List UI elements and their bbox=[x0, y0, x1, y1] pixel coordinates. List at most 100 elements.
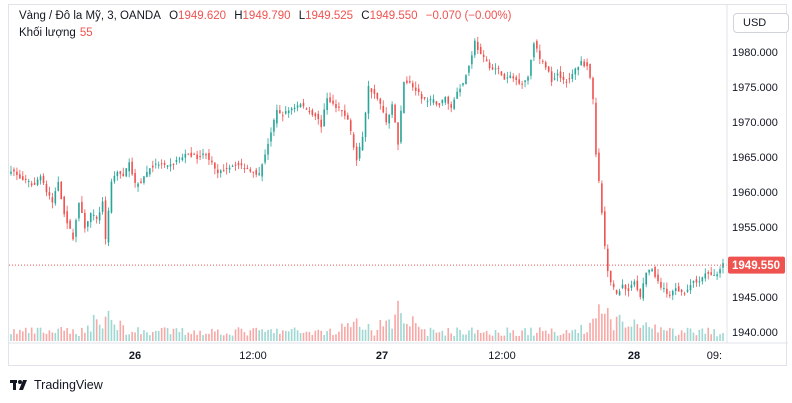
candle-body bbox=[686, 289, 689, 292]
candle-body bbox=[423, 97, 426, 99]
volume-bar bbox=[222, 335, 225, 341]
volume-bar bbox=[606, 307, 609, 341]
candle-body bbox=[154, 163, 157, 165]
candle-body bbox=[630, 284, 633, 288]
volume-layer bbox=[10, 300, 724, 341]
candle-body bbox=[716, 274, 718, 277]
volume-bar bbox=[722, 333, 724, 341]
volume-bar bbox=[98, 324, 101, 341]
volume-bar bbox=[211, 328, 213, 341]
currency-button[interactable]: USD bbox=[733, 13, 789, 33]
candle-body bbox=[172, 163, 175, 165]
candle-body bbox=[234, 164, 237, 166]
volume-bar bbox=[521, 330, 523, 341]
volume-bar bbox=[479, 332, 482, 341]
candle-body bbox=[51, 197, 54, 203]
volume-bar bbox=[160, 328, 163, 341]
volume-bar bbox=[66, 328, 68, 341]
candle-body bbox=[16, 171, 18, 176]
volume-bar bbox=[571, 330, 574, 341]
candle-body bbox=[459, 88, 461, 93]
volume-bar bbox=[494, 329, 497, 341]
volume-bar bbox=[140, 334, 142, 341]
candle-body bbox=[249, 169, 252, 172]
volume-bar bbox=[258, 330, 260, 341]
volume-bar bbox=[311, 334, 314, 341]
volume-bar bbox=[22, 331, 24, 341]
candle-body bbox=[574, 68, 577, 75]
candle-body bbox=[547, 66, 550, 72]
candle-body bbox=[400, 110, 402, 143]
volume-bar bbox=[48, 330, 51, 341]
volume-bar bbox=[228, 334, 231, 341]
volume-bar bbox=[51, 332, 54, 341]
change-value: −0.070 (−0.00%) bbox=[425, 10, 512, 22]
candle-body bbox=[329, 97, 331, 103]
candle-body bbox=[559, 71, 562, 79]
volume-bar bbox=[352, 321, 355, 341]
chart-frame[interactable]: 1940.0001945.0001950.0001955.0001960.000… bbox=[8, 4, 789, 367]
volume-bar bbox=[364, 329, 367, 341]
candle-body bbox=[69, 220, 71, 229]
tradingview-footer[interactable]: TradingView bbox=[10, 376, 103, 394]
volume-bar bbox=[524, 328, 526, 341]
candle-body bbox=[627, 288, 630, 292]
volume-bar bbox=[122, 325, 125, 341]
candle-body bbox=[409, 80, 411, 83]
candle-body bbox=[485, 59, 488, 62]
volume-bar bbox=[397, 300, 399, 341]
candle-body bbox=[202, 153, 204, 155]
candle-body bbox=[332, 100, 334, 104]
candle-body bbox=[683, 293, 686, 295]
volume-bar bbox=[107, 310, 110, 341]
volume-bar bbox=[471, 327, 473, 341]
volume-bar bbox=[178, 332, 181, 341]
candle-body bbox=[417, 88, 420, 93]
volume-bar bbox=[234, 329, 237, 341]
volume-bar bbox=[574, 329, 577, 341]
candle-body bbox=[157, 164, 160, 166]
last-price-badge-bg bbox=[728, 256, 785, 274]
candle-body bbox=[361, 136, 364, 151]
volume-bar bbox=[225, 333, 228, 341]
volume-bar bbox=[358, 326, 361, 341]
volume-bar bbox=[131, 331, 133, 341]
volume-bar bbox=[119, 320, 122, 341]
volume-bar bbox=[559, 334, 562, 341]
candle-body bbox=[281, 115, 284, 117]
volume-bar bbox=[373, 335, 376, 341]
volume-bar bbox=[426, 335, 429, 341]
volume-bar bbox=[541, 331, 544, 341]
volume-bar bbox=[214, 331, 216, 341]
candle-body bbox=[370, 88, 373, 93]
candle-body bbox=[491, 67, 494, 70]
candle-body bbox=[98, 212, 101, 221]
volume-label: Khối lượng bbox=[19, 27, 76, 39]
candle-body bbox=[571, 73, 574, 79]
candle-body bbox=[95, 216, 98, 219]
low-value: 1949.525 bbox=[305, 10, 354, 22]
volume-bar bbox=[16, 333, 18, 341]
candle-body bbox=[388, 114, 390, 124]
candle-body bbox=[344, 110, 346, 116]
volume-bar bbox=[42, 332, 45, 341]
candle-body bbox=[506, 77, 509, 79]
candle-body bbox=[72, 232, 74, 240]
candle-body bbox=[476, 41, 479, 50]
candle-body bbox=[33, 182, 36, 185]
candle-body bbox=[305, 108, 308, 110]
candle-body bbox=[231, 165, 234, 167]
candle-body bbox=[125, 168, 128, 177]
candle-body bbox=[326, 98, 328, 111]
candle-body bbox=[10, 171, 12, 174]
volume-bar bbox=[335, 334, 337, 341]
volume-bar bbox=[553, 331, 556, 341]
volume-bar bbox=[134, 332, 136, 341]
volume-bar bbox=[565, 330, 568, 341]
candle-body bbox=[657, 274, 659, 282]
volume-bar bbox=[57, 328, 60, 341]
candle-body bbox=[521, 83, 523, 85]
candlestick-chart[interactable]: 1940.0001945.0001950.0001955.0001960.000… bbox=[9, 5, 788, 367]
volume-bar bbox=[261, 329, 263, 341]
volume-bar bbox=[527, 335, 529, 341]
